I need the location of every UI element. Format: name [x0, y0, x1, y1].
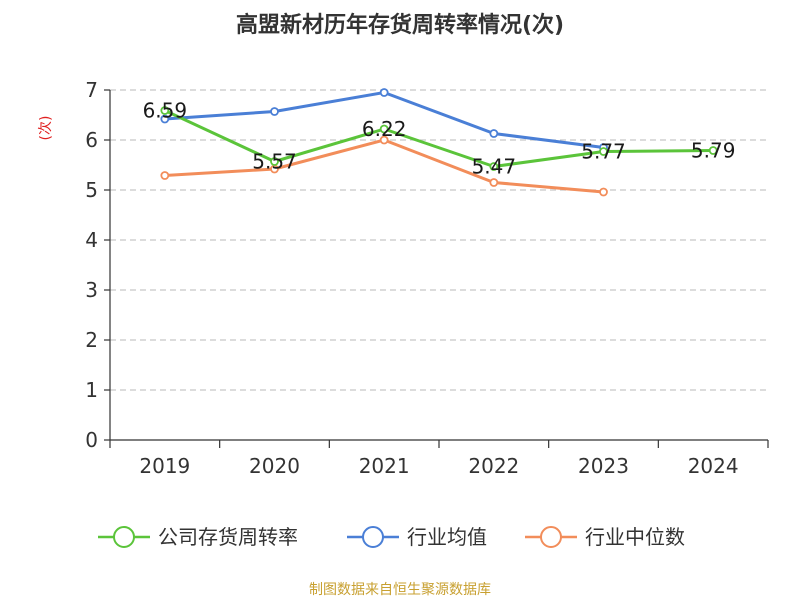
legend-label: 行业均值 [407, 525, 487, 549]
data-point [160, 106, 170, 115]
y-tick-label: 5 [85, 178, 98, 202]
legend-marker [362, 526, 384, 548]
legend-marker [540, 526, 562, 548]
x-tick-label: 2023 [578, 454, 629, 478]
data-point [270, 157, 279, 166]
x-tick-label: 2024 [688, 454, 739, 478]
y-tick-label: 0 [85, 428, 98, 452]
series-2 [160, 135, 608, 197]
legend-item: 行业均值 [347, 525, 487, 549]
data-labels: 6.59 5.57 6.22 5.47 5.77 5.79 [143, 99, 736, 179]
data-point [379, 88, 389, 97]
y-tick-label: 3 [85, 278, 98, 302]
series-line [164, 138, 604, 194]
data-point [160, 114, 170, 124]
legend-marker [113, 526, 135, 548]
y-tick-label: 1 [85, 378, 98, 402]
axes: 0 1 2 3 4 5 6 7 2019 2020 2021 2022 2023 2024 [85, 78, 769, 478]
legend-label: 行业中位数 [585, 525, 685, 549]
data-label: 6.22 [362, 117, 407, 141]
data-point [489, 178, 499, 187]
series-line [164, 109, 714, 168]
data-point [160, 171, 170, 180]
data-point [489, 129, 499, 138]
data-point [599, 187, 608, 197]
data-point [599, 147, 608, 156]
x-tick-label: 2019 [139, 454, 190, 478]
source-note: 制图数据来自恒生聚源数据库 [309, 582, 491, 598]
y-tick-label: 2 [85, 328, 98, 352]
data-label: 6.59 [143, 99, 188, 123]
data-point [379, 135, 389, 145]
y-axis-label: (次) [38, 116, 54, 141]
y-tick-label: 6 [85, 128, 98, 152]
x-tick-label: 2022 [468, 454, 519, 478]
data-label: 5.47 [472, 155, 517, 179]
legend-label: 公司存货周转率 [158, 525, 298, 549]
data-label: 5.79 [691, 139, 736, 163]
data-point [489, 162, 499, 171]
legend-item: 公司存货周转率 [98, 525, 298, 549]
y-tick-label: 7 [85, 78, 98, 102]
series-0 [160, 106, 718, 171]
data-label: 5.77 [581, 140, 626, 164]
series-lines [160, 88, 718, 197]
chart-title: 高盟新材历年存货周转率情况(次) [236, 12, 564, 38]
grid-lines [110, 89, 768, 391]
legend: 公司存货周转率 行业均值 行业中位数 [98, 525, 685, 549]
y-tick-label: 4 [85, 228, 98, 252]
data-point [270, 107, 279, 116]
data-point [708, 146, 718, 155]
x-tick-label: 2021 [359, 454, 410, 478]
x-tick-label: 2020 [249, 454, 300, 478]
data-point [379, 124, 389, 134]
data-label: 5.57 [252, 150, 297, 174]
legend-item: 行业中位数 [525, 525, 685, 549]
